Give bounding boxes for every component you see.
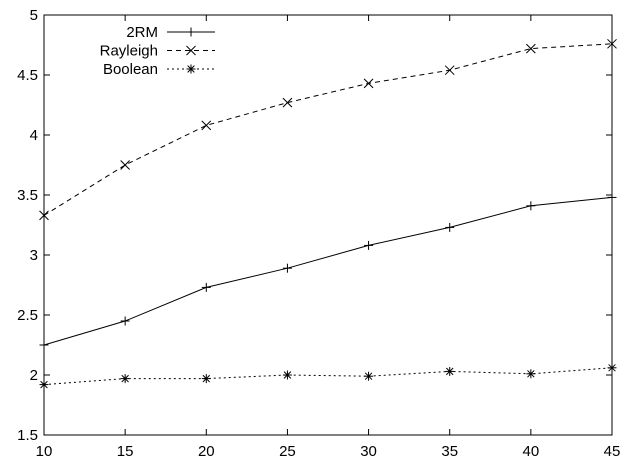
data-point-marker — [201, 120, 212, 131]
y-tick-label: 2 — [30, 367, 38, 384]
data-point-marker — [39, 210, 49, 221]
legend-entry: Rayleigh — [100, 43, 215, 60]
x-tick-label: 30 — [360, 443, 377, 460]
data-point-marker — [364, 371, 374, 381]
data-point-marker — [445, 222, 455, 232]
data-point-marker — [282, 370, 292, 380]
data-point-marker — [120, 160, 130, 170]
data-point-marker — [526, 369, 536, 379]
x-tick-label: 25 — [279, 443, 296, 460]
marker-stroke — [607, 38, 617, 49]
data-point-marker — [39, 380, 49, 390]
marker-stroke — [186, 45, 196, 56]
marker-stroke — [201, 120, 212, 131]
legend-entry: Boolean — [103, 61, 215, 78]
y-tick-label: 4 — [30, 127, 38, 144]
data-point-marker — [363, 78, 374, 89]
marker-stroke — [526, 43, 536, 54]
data-point-marker — [526, 43, 536, 54]
marker-stroke — [187, 65, 195, 73]
series-line — [43, 43, 613, 216]
y-axis: 1.5 2 2.5 3 3.5 4 4.5 5 — [17, 7, 612, 444]
legend-entry: 2RM — [126, 24, 215, 41]
data-point-marker — [120, 374, 130, 384]
x-tick-label: 20 — [198, 443, 215, 460]
series-line — [43, 367, 613, 386]
marker-stroke — [608, 364, 616, 372]
y-tick-label: 2.5 — [17, 307, 38, 324]
y-tick-label: 1.5 — [17, 427, 38, 444]
marker-stroke — [120, 160, 130, 170]
data-point-marker — [444, 65, 455, 76]
marker-stroke — [445, 367, 454, 376]
legend-label: Boolean — [103, 61, 158, 78]
plot-frame — [43, 14, 613, 436]
data-point-marker — [282, 263, 292, 273]
legend-label: 2RM — [126, 24, 158, 41]
marker-stroke — [282, 97, 293, 108]
x-tick-label: 10 — [36, 443, 53, 460]
data-point-marker — [607, 363, 617, 373]
data-point-marker — [186, 27, 196, 37]
y-tick-label: 3.5 — [17, 187, 38, 204]
marker-stroke — [527, 370, 535, 378]
marker-stroke — [283, 371, 292, 379]
marker-stroke — [444, 65, 455, 76]
marker-stroke — [39, 210, 49, 221]
data-point-marker — [445, 366, 455, 376]
data-point-marker — [282, 97, 293, 108]
data-point-marker — [201, 374, 211, 384]
data-point-marker — [186, 64, 196, 74]
x-tick-label: 15 — [117, 443, 134, 460]
marker-stroke — [121, 374, 129, 383]
x-axis: 10 15 20 25 30 35 40 45 — [36, 15, 621, 460]
data-point-marker — [201, 282, 211, 292]
series-line — [43, 196, 613, 346]
x-tick-label: 45 — [604, 443, 621, 460]
y-tick-label: 5 — [30, 7, 38, 24]
legend-label: Rayleigh — [100, 43, 158, 60]
x-tick-label: 40 — [523, 443, 540, 460]
data-point-marker — [607, 192, 617, 202]
x-tick-label: 35 — [441, 443, 458, 460]
data-point-marker — [120, 316, 130, 326]
marker-stroke — [364, 372, 373, 380]
marker-stroke — [202, 374, 211, 383]
data-point-marker — [364, 240, 374, 250]
data-point-marker — [607, 38, 617, 49]
series-boolean — [39, 363, 617, 390]
data-point-marker — [39, 340, 49, 350]
marker-stroke — [40, 380, 48, 389]
y-tick-label: 3 — [30, 247, 38, 264]
data-point-marker — [526, 201, 536, 211]
y-tick-label: 4.5 — [17, 67, 38, 84]
series-layer — [39, 38, 617, 390]
series-rayleigh — [39, 38, 617, 221]
data-point-marker — [186, 45, 196, 56]
series-2rm — [39, 192, 617, 350]
marker-stroke — [363, 78, 374, 89]
